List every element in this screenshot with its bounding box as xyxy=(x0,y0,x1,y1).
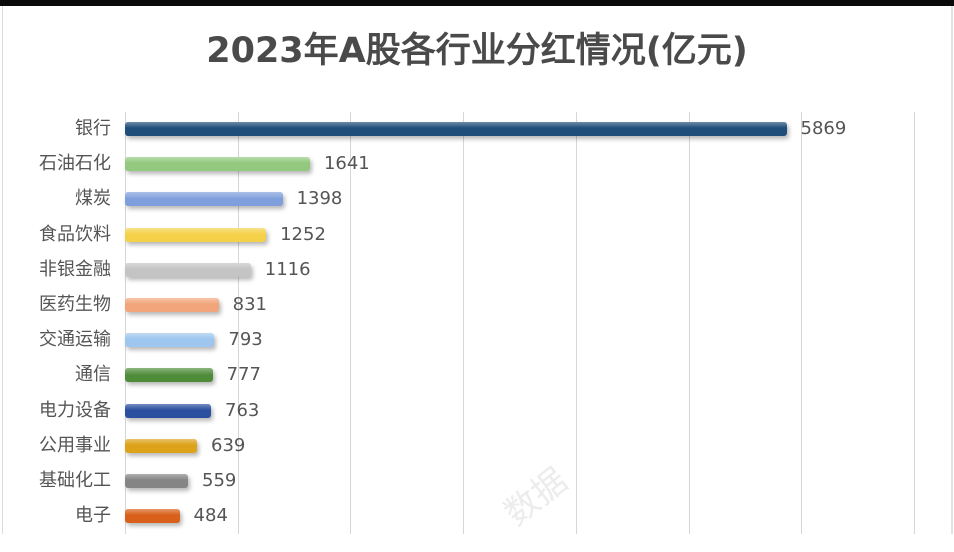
gridline xyxy=(350,112,351,534)
bar xyxy=(125,298,219,312)
gridline xyxy=(914,112,915,534)
bar xyxy=(125,403,211,418)
bar xyxy=(125,227,267,242)
bar xyxy=(125,368,213,383)
value-label: 831 xyxy=(232,294,268,315)
value-label: 1398 xyxy=(296,188,343,210)
category-label: 电力设备 xyxy=(39,399,111,421)
category-label: 银行 xyxy=(75,118,111,139)
value-label: 484 xyxy=(193,505,228,527)
gridline xyxy=(801,112,802,534)
category-label: 石油石化 xyxy=(39,153,111,175)
top-black-bar xyxy=(0,0,954,6)
gridline xyxy=(125,112,126,534)
plot-area: 银行 5869 石油石化 1641 煤炭 1398 食品饮料 1252 非银金融 1116 医药生物… xyxy=(39,112,915,534)
category-label: 通信 xyxy=(75,364,111,386)
category-label: 电子 xyxy=(75,505,111,527)
bar xyxy=(125,474,188,488)
gridline xyxy=(238,112,239,534)
chart-title: 2023年A股各行业分红情况(亿元) xyxy=(206,31,748,71)
frame-right-border xyxy=(951,6,953,534)
category-label: 医药生物 xyxy=(39,294,111,315)
category-label: 非银金融 xyxy=(39,258,111,280)
value-label: 1252 xyxy=(280,223,326,245)
value-label: 1116 xyxy=(264,258,311,280)
bar xyxy=(125,262,251,277)
gridline xyxy=(463,112,464,534)
value-label: 1641 xyxy=(323,153,370,175)
value-label: 793 xyxy=(228,329,263,351)
value-label: 639 xyxy=(211,434,246,456)
frame-left-border xyxy=(2,6,3,534)
bar xyxy=(125,509,180,524)
category-label: 公用事业 xyxy=(39,434,111,456)
value-label: 777 xyxy=(226,364,261,386)
category-label: 煤炭 xyxy=(75,188,111,210)
gridline xyxy=(576,112,577,534)
value-label: 763 xyxy=(225,399,260,421)
gridline xyxy=(689,112,690,534)
category-label: 交通运输 xyxy=(39,329,111,351)
bar xyxy=(125,157,310,172)
bar xyxy=(125,192,283,207)
category-label: 食品饮料 xyxy=(39,223,111,245)
bar xyxy=(125,438,198,453)
bar xyxy=(125,333,215,348)
bar xyxy=(125,122,787,136)
value-label: 5869 xyxy=(800,118,847,139)
value-label: 559 xyxy=(202,470,237,491)
category-label: 基础化工 xyxy=(39,470,111,491)
